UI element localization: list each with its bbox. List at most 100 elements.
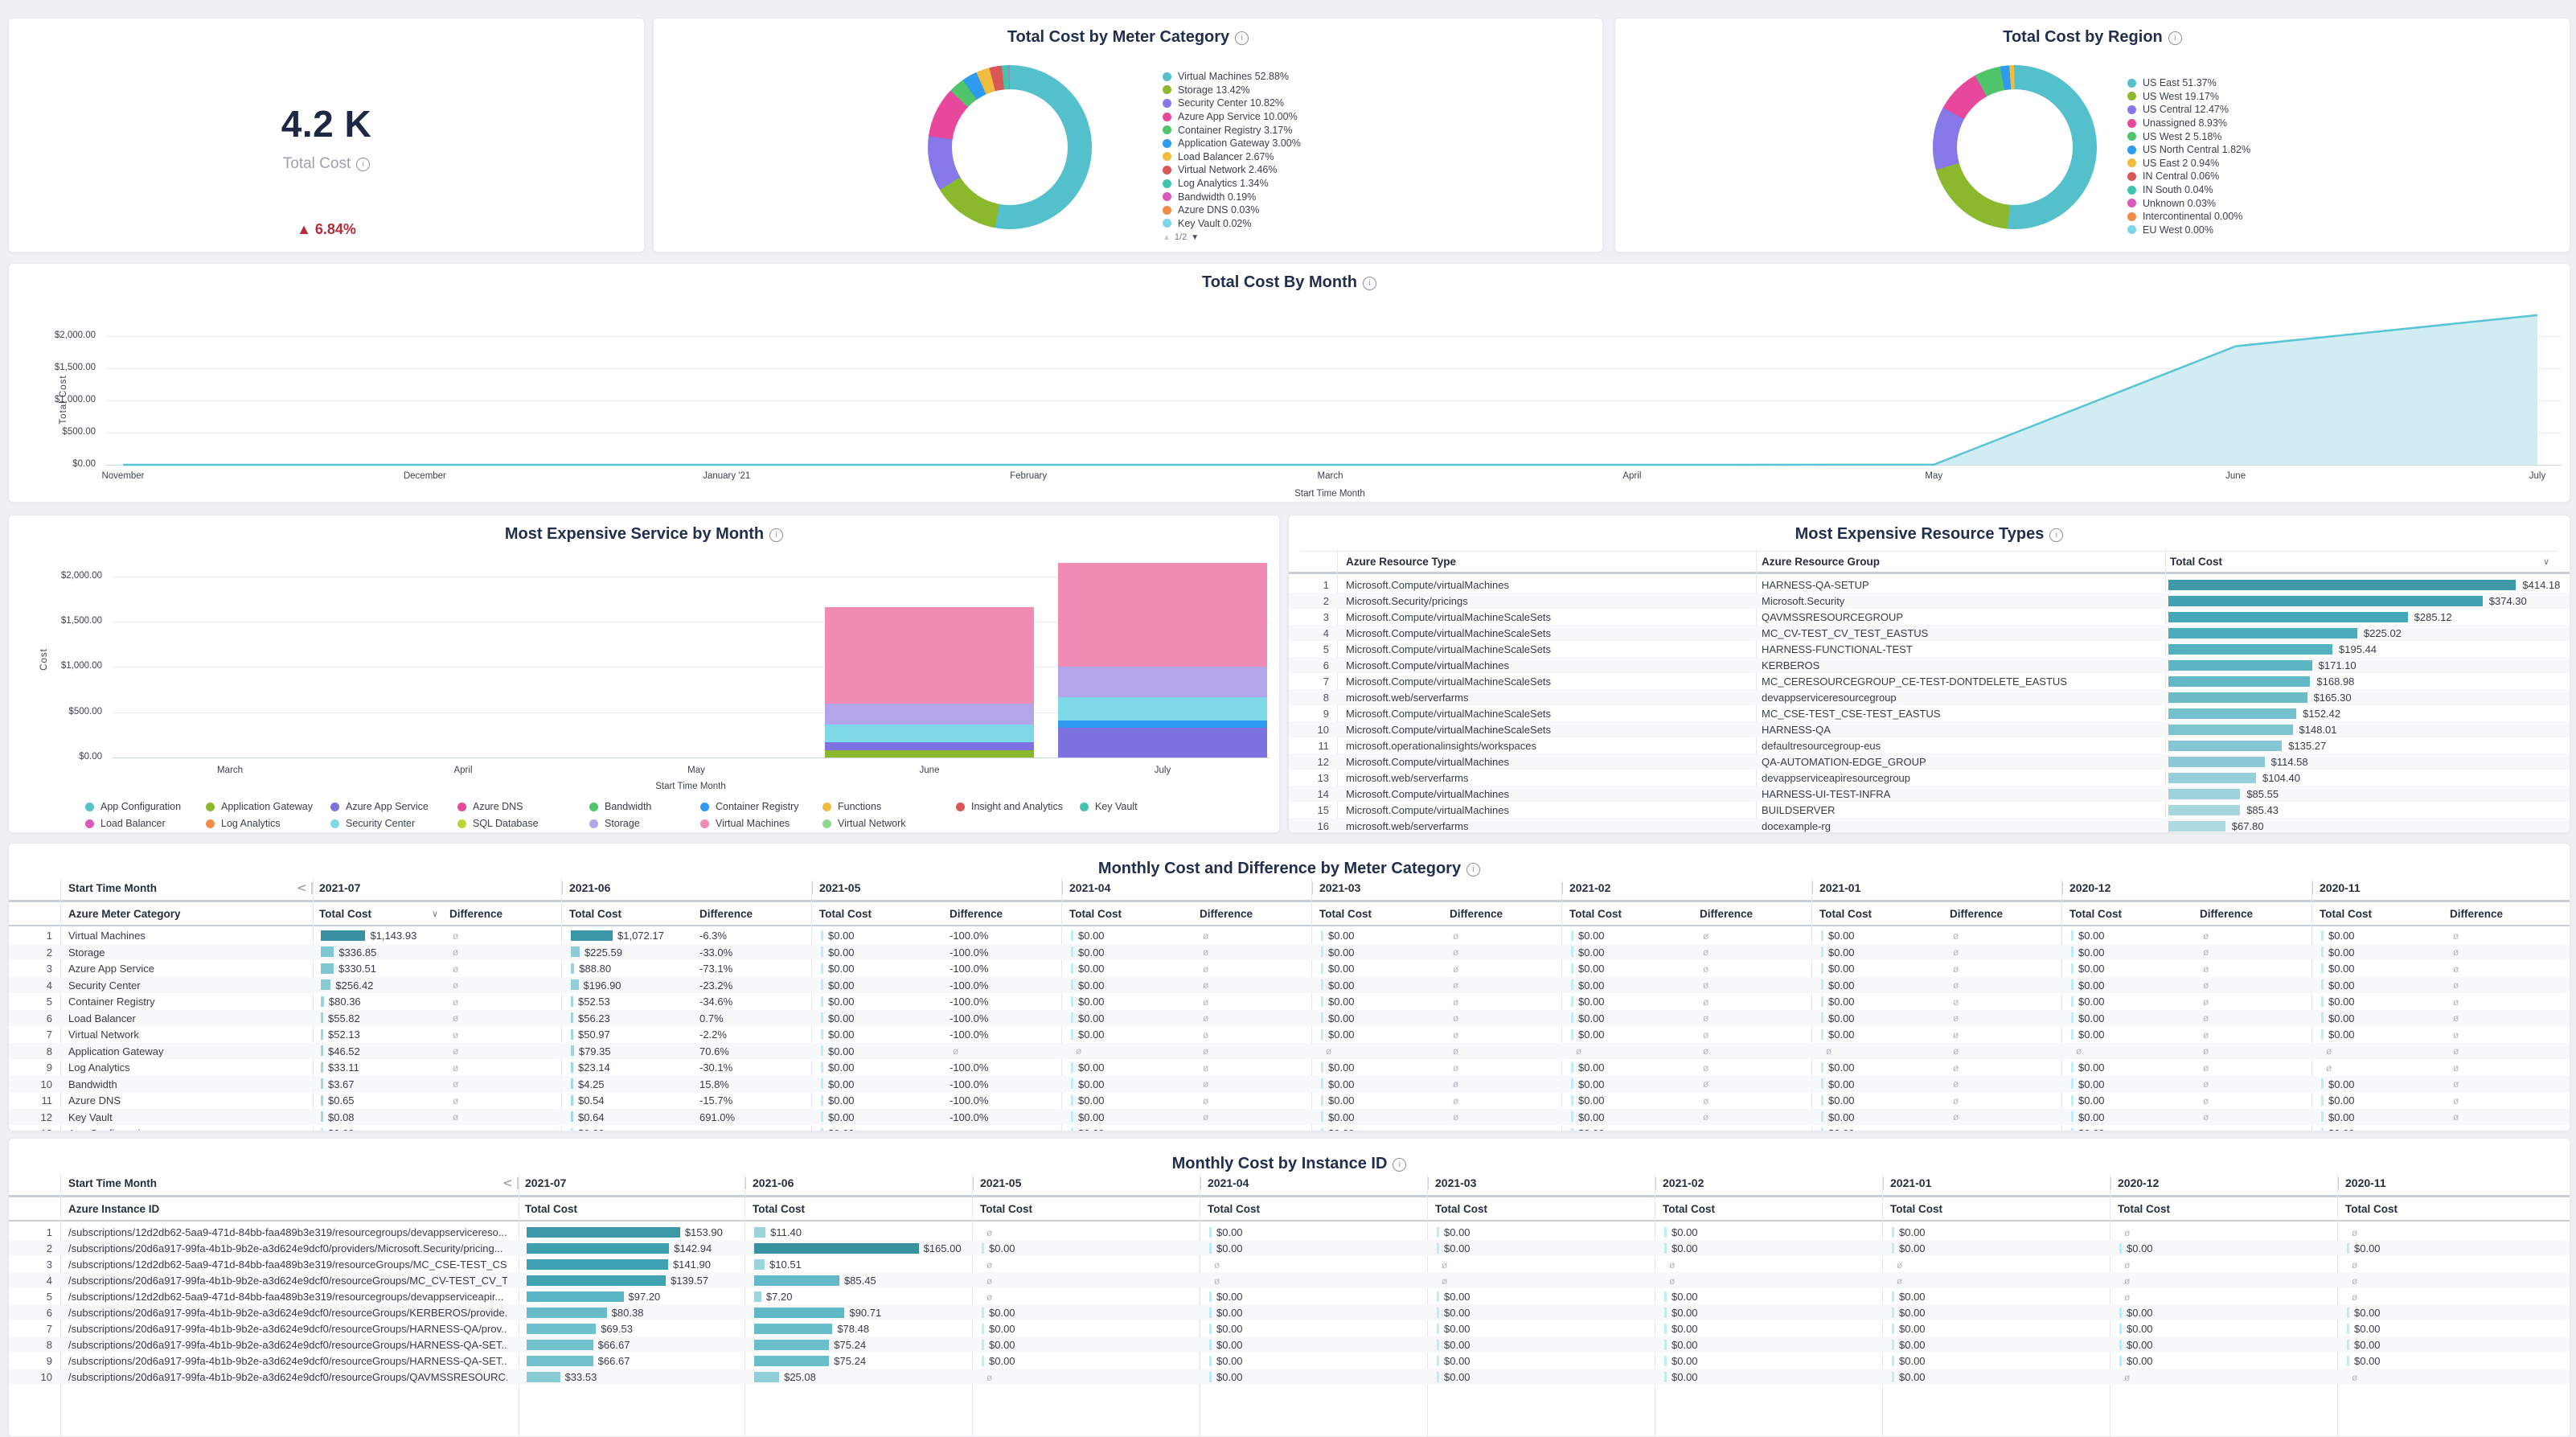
- cost-bar: [1071, 1061, 1073, 1073]
- info-icon[interactable]: i: [769, 528, 784, 542]
- legend-item[interactable]: Virtual Machines 52.88%: [1163, 70, 1301, 84]
- legend-item[interactable]: Application Gateway: [206, 800, 313, 814]
- legend-item[interactable]: Functions: [822, 800, 881, 814]
- cell-total-cost: $153.90: [684, 1226, 723, 1238]
- legend-page-down-icon[interactable]: ▼: [1191, 232, 1200, 242]
- month-tick: [1655, 1177, 1656, 1189]
- info-icon[interactable]: i: [1235, 31, 1249, 45]
- prev-month-chevron-icon[interactable]: <: [297, 881, 307, 895]
- legend-item[interactable]: Virtual Machines: [700, 817, 790, 831]
- cell-total-cost: $0.00: [1578, 1094, 1605, 1106]
- cost-bar: [754, 1226, 766, 1238]
- cell-total-cost: $0.00: [1578, 1012, 1605, 1024]
- legend-item[interactable]: Security Center: [330, 817, 415, 831]
- legend-item-label: Application Gateway 3.00%: [1178, 138, 1301, 150]
- legend-item[interactable]: US North Central 1.82%: [2127, 143, 2250, 157]
- y-gridline: [105, 336, 2562, 337]
- prev-month-chevron-icon[interactable]: <: [502, 1176, 513, 1190]
- cost-bar: [1664, 1307, 1667, 1318]
- legend-item[interactable]: Key Vault: [1080, 800, 1138, 814]
- legend-item[interactable]: US West 2 5.18%: [2127, 129, 2250, 143]
- legend-item[interactable]: Container Registry: [700, 800, 799, 814]
- legend-item[interactable]: Security Center 10.82%: [1163, 96, 1301, 110]
- donut-chart[interactable]: [1933, 65, 2097, 229]
- legend-item[interactable]: Bandwidth 0.19%: [1163, 190, 1301, 203]
- cell-total-cost: $0.00: [1078, 1094, 1105, 1106]
- cell-resource-group: HARNESS-QA-SETUP: [1762, 579, 1869, 591]
- sort-chevron-icon[interactable]: ∨: [432, 909, 439, 919]
- row-number: 11: [41, 1094, 53, 1106]
- legend-item[interactable]: Key Vault 0.02%: [1163, 217, 1301, 231]
- cell-total-cost: $0.00: [2328, 1094, 2355, 1106]
- service-bars-title: Most Expensive Service by Month i: [9, 525, 1279, 544]
- legend-item[interactable]: Storage: [589, 817, 640, 831]
- row-number: 7: [1323, 675, 1329, 688]
- info-icon[interactable]: i: [2049, 528, 2064, 542]
- legend-item[interactable]: US East 51.37%: [2127, 76, 2250, 90]
- legend-item[interactable]: Unassigned 8.93%: [2127, 117, 2250, 130]
- cell-diff-null: ø: [2203, 930, 2209, 942]
- legend-item[interactable]: SQL Database: [457, 817, 539, 831]
- info-icon[interactable]: i: [356, 158, 371, 171]
- legend-item[interactable]: EU West 0.00%: [2127, 224, 2250, 237]
- legend-page-up-icon[interactable]: ▲: [1163, 232, 1171, 242]
- legend-item[interactable]: Unknown 0.03%: [2127, 196, 2250, 210]
- legend-item[interactable]: US West 19.17%: [2127, 90, 2250, 104]
- legend-dot-icon: [206, 819, 215, 828]
- legend-item[interactable]: Storage 13.42%: [1163, 84, 1301, 97]
- cell-resource-group: MC_CSE-TEST_CSE-TEST_EASTUS: [1762, 708, 1941, 720]
- cell-diff-null: ø: [2203, 979, 2209, 991]
- cost-bar: [1821, 1078, 1823, 1089]
- legend-item[interactable]: Load Balancer: [85, 817, 166, 831]
- cell-total-cost: $171.10: [2318, 659, 2357, 671]
- legend-item[interactable]: Intercontinental 0.00%: [2127, 210, 2250, 224]
- info-icon[interactable]: i: [1393, 1158, 1407, 1172]
- info-icon[interactable]: i: [1466, 863, 1481, 877]
- legend-item[interactable]: Container Registry 3.17%: [1163, 123, 1301, 137]
- legend-item[interactable]: Virtual Network 2.46%: [1163, 163, 1301, 177]
- cell-diff-null: ø: [1953, 1028, 1959, 1041]
- legend-item[interactable]: Virtual Network: [822, 817, 906, 831]
- row-number: 13: [17, 1127, 52, 1131]
- legend-item-label: Bandwidth: [605, 801, 652, 813]
- cell-total-cost: $0.00: [2354, 1355, 2381, 1367]
- legend-item[interactable]: US East 2 0.94%: [2127, 157, 2250, 170]
- legend-item[interactable]: Log Analytics 1.34%: [1163, 177, 1301, 191]
- cost-bar: [527, 1258, 668, 1270]
- header-separator: [9, 1220, 2570, 1221]
- legend-item[interactable]: Azure DNS 0.03%: [1163, 203, 1301, 217]
- legend-item[interactable]: IN Central 0.06%: [2127, 170, 2250, 183]
- donut-chart[interactable]: [928, 65, 1092, 229]
- sort-chevron-icon[interactable]: ∨: [2543, 557, 2550, 567]
- legend-item[interactable]: Application Gateway 3.00%: [1163, 137, 1301, 150]
- legend-item[interactable]: App Configuration: [85, 800, 181, 814]
- cost-bar: [1892, 1323, 1894, 1334]
- row-label: /subscriptions/12d2db62-5aa9-471d-84bb-f…: [68, 1226, 507, 1238]
- cell-total-cost: $0.00: [2354, 1323, 2381, 1335]
- cost-bar: [2071, 963, 2074, 974]
- group-divider: [1561, 879, 1562, 1131]
- cell-total-cost: $0.00: [2078, 1061, 2105, 1074]
- cell-total-cost: $0.00: [1672, 1242, 1698, 1254]
- cell-total-cost: $0.00: [828, 946, 855, 959]
- cell-total-cost: $0.00: [2328, 1012, 2355, 1024]
- legend-item[interactable]: Load Balancer 2.67%: [1163, 150, 1301, 164]
- month-tick: [1200, 1177, 1201, 1189]
- info-icon[interactable]: i: [1362, 277, 1376, 290]
- row-number: 4: [1323, 627, 1329, 639]
- legend-item[interactable]: Azure App Service 10.00%: [1163, 110, 1301, 124]
- x-axis-tick: December: [403, 471, 446, 481]
- cost-bar: [2168, 724, 2293, 735]
- cost-bar: [321, 1061, 323, 1073]
- legend-item[interactable]: Azure App Service: [330, 800, 429, 814]
- legend-item[interactable]: Bandwidth: [589, 800, 651, 814]
- legend-item[interactable]: US Central 12.47%: [2127, 103, 2250, 117]
- cell-diff-null: ø: [453, 1045, 459, 1057]
- legend-item[interactable]: Log Analytics: [206, 817, 281, 831]
- info-icon[interactable]: i: [2168, 31, 2182, 45]
- legend-item[interactable]: Azure DNS: [457, 800, 523, 814]
- legend-item[interactable]: IN South 0.04%: [2127, 183, 2250, 197]
- cost-bar: [754, 1291, 761, 1302]
- legend-item[interactable]: Insight and Analytics: [956, 800, 1063, 814]
- legend-item-label: Intercontinental 0.00%: [2143, 211, 2243, 223]
